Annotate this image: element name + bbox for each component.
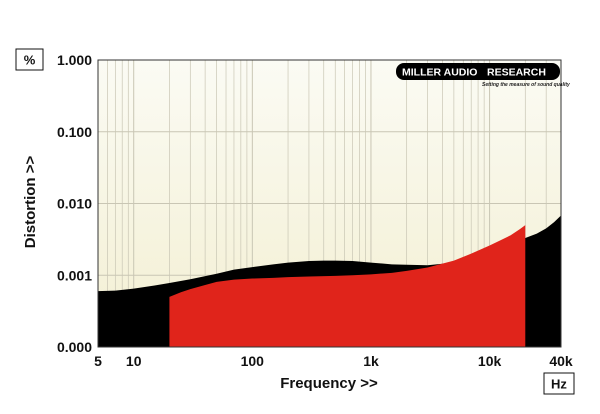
logo-tagline: Setting the measure of sound quality	[482, 82, 570, 88]
x-tick-labels: 5 10 100 1k 10k 40k	[94, 353, 573, 369]
x-unit-box: Hz	[543, 372, 575, 395]
x-tick-label: 1k	[363, 353, 379, 369]
y-unit-label: %	[24, 53, 36, 68]
y-tick-label: 0.000	[57, 339, 92, 355]
x-tick-label: 10k	[478, 353, 502, 369]
miller-audio-research-logo: MILLER AUDIO RESEARCH Setting the measur…	[396, 63, 570, 88]
y-tick-labels: 1.000 0.100 0.010 0.001 0.000	[57, 52, 92, 355]
y-tick-label: 0.001	[57, 267, 92, 283]
plot-frame	[97, 59, 562, 348]
y-tick-label: 1.000	[57, 52, 92, 68]
x-tick-label: 40k	[549, 353, 573, 369]
x-axis-title: Frequency >>	[280, 375, 378, 392]
x-tick-label: 10	[126, 353, 142, 369]
logo-text-left: MILLER AUDIO	[402, 67, 477, 79]
x-tick-label: 5	[94, 353, 102, 369]
x-unit-label: Hz	[551, 377, 567, 392]
y-tick-label: 0.100	[57, 124, 92, 140]
series-red-area	[169, 225, 526, 347]
y-tick-label: 0.010	[57, 196, 92, 212]
series-areas	[98, 215, 561, 347]
y-unit-box: %	[15, 48, 44, 71]
x-tick-label: 100	[241, 353, 265, 369]
logo-text-right: RESEARCH	[487, 67, 546, 79]
y-axis-title: Distortion >>	[22, 156, 39, 249]
